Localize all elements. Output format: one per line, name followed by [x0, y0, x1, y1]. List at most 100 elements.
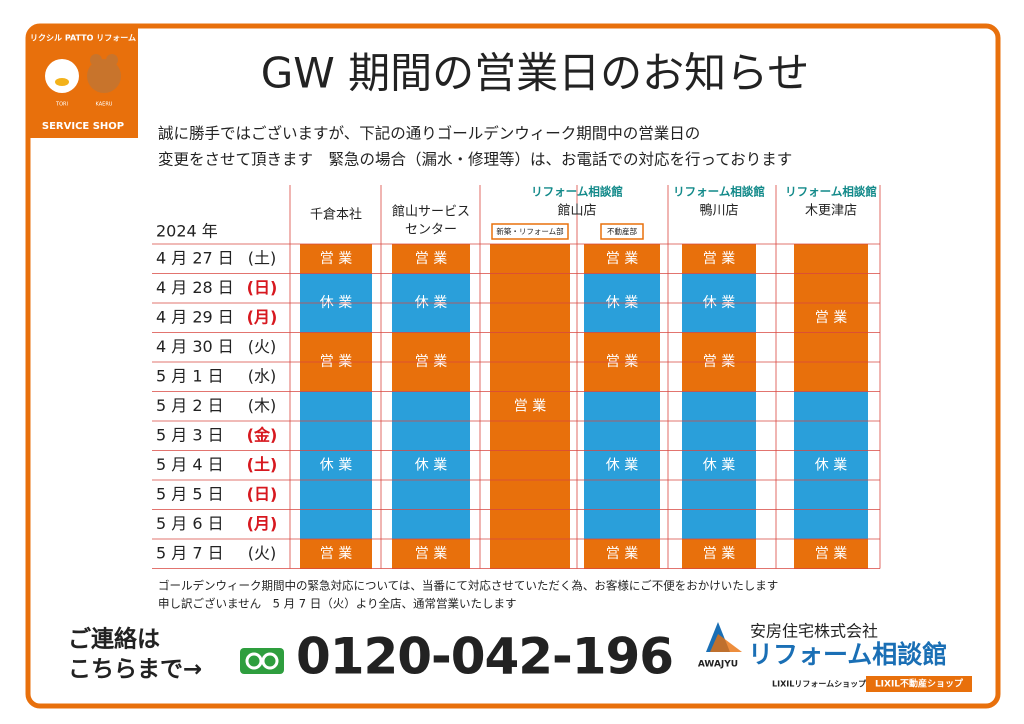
- date: 5 月 7 日: [156, 543, 224, 562]
- footnote: 申し訳ございません 5 月 7 日（火）より全店、通常営業いたします: [158, 597, 517, 611]
- header-name: 木更津店: [805, 204, 857, 219]
- status-cell: [392, 244, 470, 274]
- shop-logo: LIXILリフォームショップ: [772, 679, 867, 689]
- status-label: 営 業: [514, 398, 546, 414]
- icon-frog-eye: [90, 54, 102, 66]
- header-brand: リフォーム相談館: [531, 185, 623, 199]
- status-cell: [584, 391, 660, 422]
- status-label: 営 業: [815, 310, 847, 326]
- sub-box: [600, 223, 644, 240]
- status-cell: [490, 539, 570, 569]
- status-cell: [490, 480, 570, 510]
- badge: [28, 26, 138, 138]
- status-cell: [584, 332, 660, 363]
- status-cell: [392, 539, 470, 569]
- header-name: 館山サービス: [392, 205, 470, 220]
- status-cell: [300, 303, 372, 333]
- header-brand: リフォーム相談館: [673, 185, 765, 199]
- status-cell: [682, 273, 756, 304]
- date: 5 月 2 日: [156, 396, 224, 415]
- status-cell: [584, 362, 660, 392]
- contact-line: こちらまで→: [68, 657, 202, 683]
- date: 4 月 29 日: [156, 307, 234, 326]
- status-label: 営 業: [703, 251, 735, 267]
- badge-name: TORI: [55, 102, 68, 108]
- title: GW 期間の営業日のお知らせ: [261, 49, 810, 98]
- phone: 0120-042-196: [296, 628, 674, 686]
- header-brand: リフォーム相談館: [785, 185, 877, 199]
- status-label: 休 業: [606, 457, 638, 473]
- status-cell: [794, 421, 868, 451]
- header-name: 館山店: [557, 204, 596, 219]
- header-name: 千倉本社: [310, 207, 362, 223]
- status-cell: [794, 539, 868, 569]
- notice: 変更をさせて頂きます 緊急の場合（漏水・修理等）は、お電話での対応を行っておりま…: [158, 151, 792, 169]
- year: 2024 年: [156, 222, 218, 241]
- status-cell: [490, 362, 570, 392]
- status-label: 営 業: [606, 251, 638, 267]
- status-cell: [794, 273, 868, 304]
- date: 4 月 28 日: [156, 278, 234, 297]
- date: 5 月 5 日: [156, 484, 224, 503]
- status-cell: [794, 362, 868, 392]
- status-cell: [300, 450, 372, 481]
- status-cell: [794, 391, 868, 422]
- company-name: 安房住宅株式会社: [750, 622, 878, 641]
- shop-logo: LIXIL不動産ショップ: [875, 678, 964, 690]
- weekday: (金): [247, 425, 278, 444]
- status-label: 営 業: [415, 251, 447, 267]
- status-cell: [682, 362, 756, 392]
- status-cell: [392, 362, 470, 392]
- status-label: 営 業: [606, 546, 638, 562]
- status-cell: [300, 539, 372, 569]
- sub-box: [491, 223, 569, 240]
- status-cell: [490, 273, 570, 304]
- status-cell: [300, 509, 372, 540]
- status-cell: [794, 332, 868, 363]
- weekday: (火): [248, 543, 277, 562]
- status-cell: [300, 362, 372, 392]
- weekday: (日): [247, 278, 278, 297]
- status-cell: [682, 450, 756, 481]
- status-cell: [490, 332, 570, 363]
- status-cell: [584, 244, 660, 274]
- weekday: (月): [247, 307, 278, 326]
- company-mark: AWAJYU: [698, 660, 738, 670]
- status-label: 営 業: [815, 546, 847, 562]
- status-cell: [682, 244, 756, 274]
- status-label: 営 業: [320, 546, 352, 562]
- status-cell: [392, 303, 470, 333]
- status-label: 営 業: [320, 251, 352, 267]
- icon-beak: [55, 78, 69, 86]
- status-cell: [392, 450, 470, 481]
- status-label: 営 業: [703, 546, 735, 562]
- status-label: 休 業: [320, 457, 352, 473]
- status-cell: [584, 509, 660, 540]
- shop-logo-box: [866, 676, 972, 692]
- status-cell: [490, 303, 570, 333]
- status-cell: [584, 480, 660, 510]
- status-cell: [392, 273, 470, 304]
- weekday: (日): [247, 484, 278, 503]
- weekday: (木): [248, 396, 277, 415]
- freedial-icon: [261, 652, 279, 670]
- status-cell: [584, 450, 660, 481]
- status-cell: [490, 391, 570, 422]
- icon-frog: [87, 59, 121, 93]
- notice: 誠に勝手ではございますが、下記の通りゴールデンウィーク期間中の営業日の: [158, 124, 700, 143]
- status-cell: [300, 244, 372, 274]
- status-cell: [584, 421, 660, 451]
- company-logo: [710, 634, 742, 652]
- status-cell: [300, 332, 372, 363]
- status-cell: [490, 450, 570, 481]
- status-cell: [682, 332, 756, 363]
- weekday: (土): [248, 248, 277, 267]
- date: 5 月 4 日: [156, 455, 224, 474]
- status-cell: [794, 303, 868, 333]
- status-cell: [300, 480, 372, 510]
- status-label: 休 業: [703, 457, 735, 473]
- weekday: (土): [247, 455, 278, 474]
- status-cell: [794, 450, 868, 481]
- header-name: センター: [405, 223, 457, 238]
- status-cell: [794, 244, 868, 274]
